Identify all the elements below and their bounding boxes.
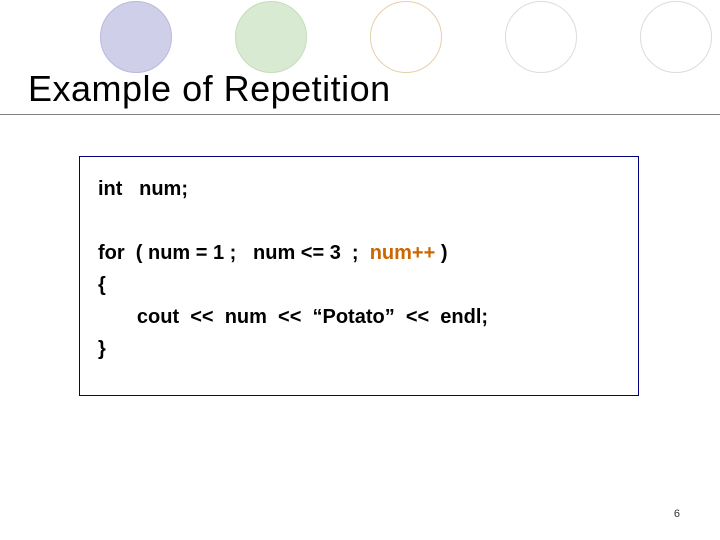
decorative-circle-3 — [370, 1, 442, 73]
code-blank-1 — [98, 205, 620, 237]
decorative-circle-1 — [100, 1, 172, 73]
code-line-2-highlight: num++ — [370, 242, 441, 264]
code-example-box: int num; for ( num = 1 ; num <= 3 ; num+… — [79, 156, 639, 396]
code-line-2-suffix: ) — [441, 242, 448, 264]
decorative-circle-5 — [640, 1, 712, 73]
code-line-1: int num; — [98, 173, 620, 205]
decorative-circle-4 — [505, 1, 577, 73]
code-line-3: { — [98, 269, 620, 301]
code-line-2: for ( num = 1 ; num <= 3 ; num++ ) — [98, 237, 620, 269]
decorative-circle-2 — [235, 1, 307, 73]
slide-title: Example of Repetition — [28, 68, 391, 110]
code-line-2-prefix: for ( num = 1 ; num <= 3 ; — [98, 242, 370, 264]
page-number: 6 — [674, 508, 680, 520]
code-line-5: } — [98, 333, 620, 365]
title-underline — [0, 114, 720, 115]
code-line-4: cout << num << “Potato” << endl; — [98, 301, 620, 333]
